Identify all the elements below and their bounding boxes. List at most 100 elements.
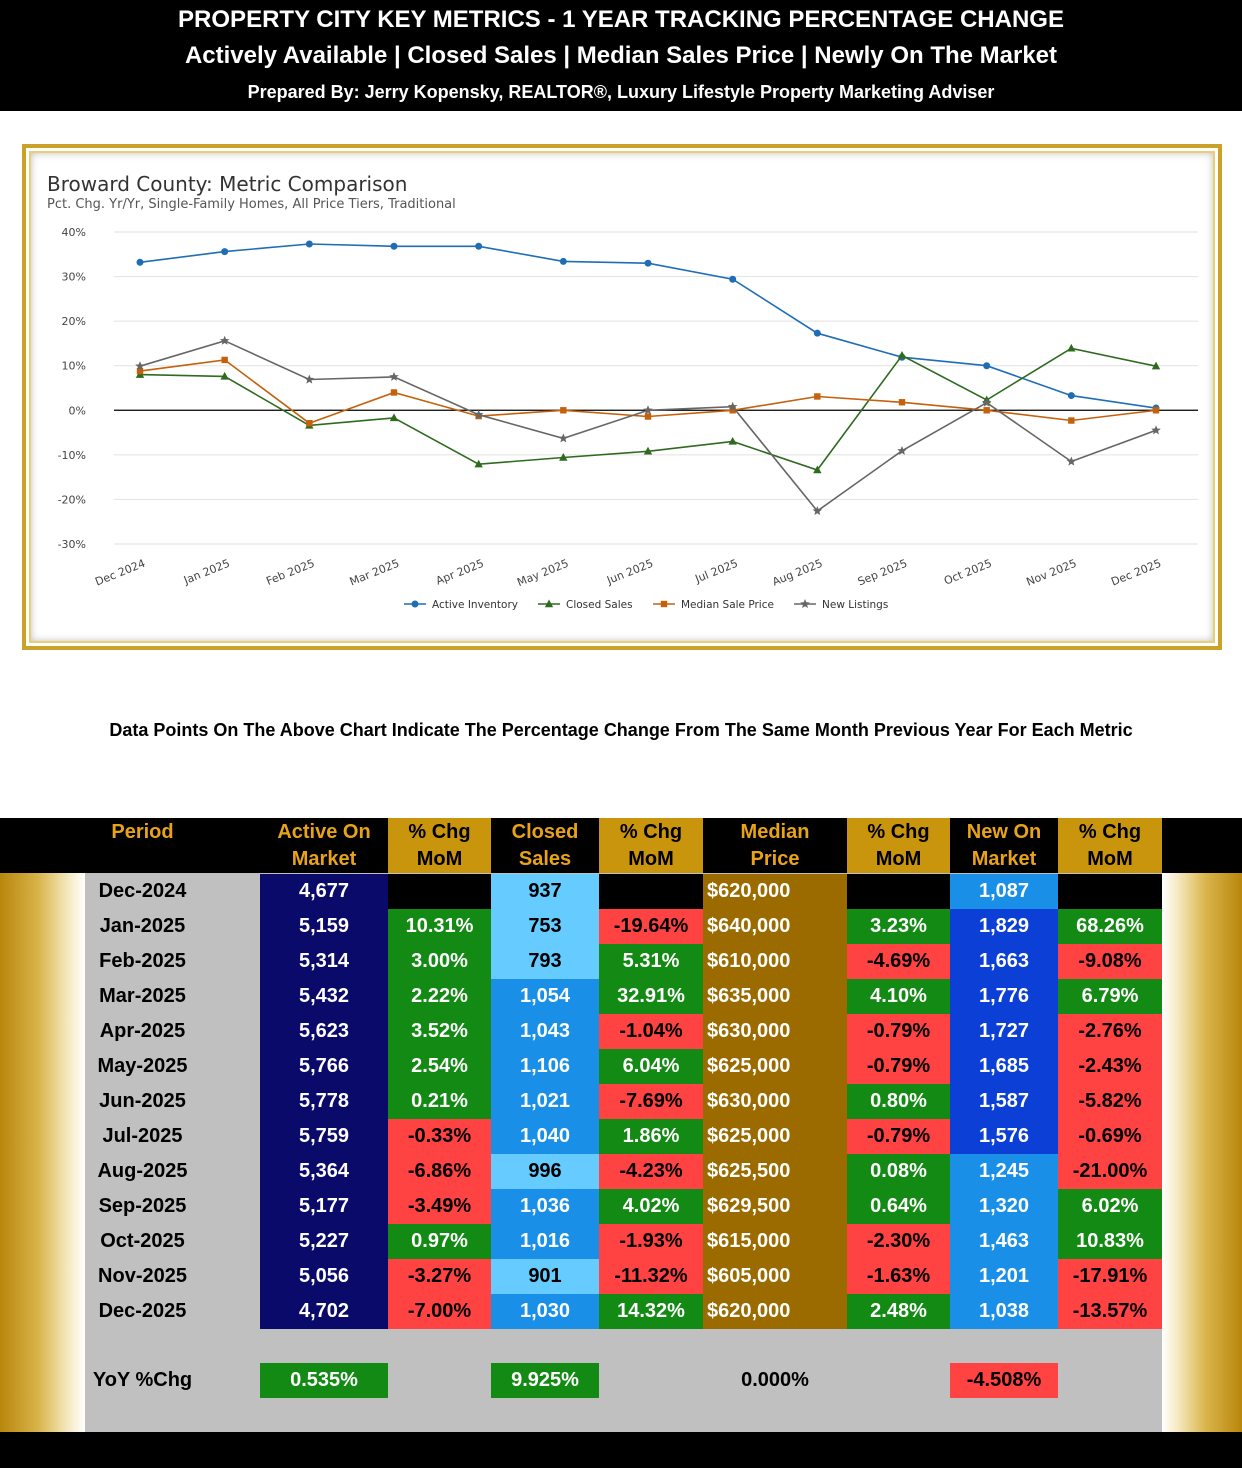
median-price-cell: $625,500 (703, 1154, 847, 1189)
new-chg-cell (1058, 874, 1162, 909)
x-tick-label: May 2025 (515, 557, 570, 589)
period-cell: Dec-2025 (98, 1300, 187, 1322)
yoy-closed-cell: 9.925% (491, 1363, 599, 1398)
legend-item: Closed Sales (538, 599, 633, 611)
report-header: PROPERTY CITY KEY METRICS - 1 YEAR TRACK… (0, 0, 1242, 111)
period-cell: Oct-2025 (100, 1230, 185, 1252)
data-point (728, 436, 737, 445)
data-point (1151, 425, 1161, 435)
data-point (729, 407, 736, 414)
new-on-market-cell: 1,829 (950, 909, 1058, 944)
data-point (390, 242, 398, 250)
new-on-market-cell: 1,685 (950, 1049, 1058, 1084)
gold-side-right (1162, 873, 1242, 1432)
closed-chg-cell: 14.32% (599, 1294, 703, 1329)
new-chg-cell: -5.82% (1058, 1084, 1162, 1119)
new-on-market-cell: 1,663 (950, 944, 1058, 979)
column-header-line1: % Chg (619, 821, 683, 843)
column-header-line2: MoM (628, 848, 674, 870)
new-on-market-cell: 1,320 (950, 1189, 1058, 1224)
closed-chg-cell: -11.32% (599, 1259, 703, 1294)
legend-label: Median Sale Price (681, 599, 774, 611)
median-chg-cell: -4.69% (847, 944, 950, 979)
median-price-cell: $629,500 (703, 1189, 847, 1224)
period-cell: May-2025 (97, 1055, 188, 1077)
chart-frame-inner (29, 151, 1215, 643)
chart-frame: Broward County: Metric Comparison Pct. C… (22, 144, 1222, 650)
data-point (559, 257, 567, 265)
column-header-line2: Sales (518, 848, 572, 870)
new-chg-cell: -17.91% (1058, 1259, 1162, 1294)
column-header-line1: % Chg (1078, 821, 1142, 843)
median-chg-cell: -1.63% (847, 1259, 950, 1294)
new-chg-cell: 6.79% (1058, 979, 1162, 1014)
data-point (136, 258, 144, 266)
new-chg-cell: 10.83% (1058, 1224, 1162, 1259)
active-on-market-cell: 5,314 (260, 944, 388, 979)
legend-label: Closed Sales (566, 599, 633, 611)
data-point (558, 433, 569, 443)
legend-label: Active Inventory (432, 599, 518, 611)
column-header: % Chg MoM (599, 818, 703, 873)
closed-sales-cell: 1,036 (491, 1189, 599, 1224)
data-point (473, 409, 484, 419)
active-chg-cell: -6.86% (388, 1154, 491, 1189)
data-point (981, 397, 992, 407)
x-tick-label: Apr 2025 (434, 557, 486, 588)
median-chg-cell: -0.79% (847, 1119, 950, 1154)
data-point (305, 240, 313, 248)
active-on-market-cell: 5,778 (260, 1084, 388, 1119)
report-subtitle: Actively Available | Closed Sales | Medi… (184, 42, 1058, 69)
data-point (897, 350, 907, 359)
column-header-line1: % Chg (867, 821, 930, 843)
closed-sales-cell: 1,021 (491, 1084, 599, 1119)
metric-comparison-chart: Broward County: Metric Comparison Pct. C… (47, 172, 1198, 611)
column-header-line2: Market (291, 848, 357, 870)
column-header-line2: MoM (1087, 848, 1133, 870)
active-chg-cell: 10.31% (388, 909, 491, 944)
data-point (474, 459, 483, 468)
median-price-cell: $625,000 (703, 1049, 847, 1084)
data-point (1067, 343, 1076, 352)
closed-sales-cell: 1,016 (491, 1224, 599, 1259)
median-chg-cell: -2.30% (847, 1224, 950, 1259)
active-on-market-cell: 5,227 (260, 1224, 388, 1259)
x-tick-label: Sep 2025 (856, 557, 909, 589)
data-point (136, 367, 144, 375)
new-chg-cell: -13.57% (1058, 1294, 1162, 1329)
closed-chg-cell (599, 874, 703, 909)
y-tick-label: 0% (69, 404, 86, 417)
column-header: Period (0, 818, 285, 873)
median-chg-cell: 0.80% (847, 1084, 950, 1119)
closed-chg-cell: 5.31% (599, 944, 703, 979)
series-line (139, 339, 1157, 513)
median-price-cell: $625,000 (703, 1119, 847, 1154)
active-on-market-cell: 5,177 (260, 1189, 388, 1224)
column-header-line2: Market (971, 848, 1037, 870)
data-point (898, 399, 906, 406)
series-active-inventory (136, 240, 1160, 412)
new-on-market-cell: 1,245 (950, 1154, 1058, 1189)
new-chg-cell: -21.00% (1058, 1154, 1162, 1189)
median-chg-cell: 4.10% (847, 979, 950, 1014)
median-price-cell: $605,000 (703, 1259, 847, 1294)
new-chg-cell: 6.02% (1058, 1189, 1162, 1224)
closed-chg-cell: -19.64% (599, 909, 703, 944)
column-header: Active On Market (260, 818, 388, 873)
series-lines (135, 240, 1161, 516)
data-point (390, 389, 398, 396)
data-point (220, 371, 229, 380)
data-point (983, 362, 991, 370)
data-point (643, 446, 653, 455)
data-point (1152, 407, 1160, 414)
chart-note: Data Points On The Above Chart Indicate … (109, 720, 1133, 740)
active-on-market-cell: 5,766 (260, 1049, 388, 1084)
median-price-cell: $630,000 (703, 1014, 847, 1049)
x-tick-labels: Dec 2024 Jan 2025 Feb 2025 Mar 2025 Apr 2025… (93, 557, 1163, 589)
new-on-market-cell: 1,201 (950, 1259, 1058, 1294)
data-point (660, 600, 668, 608)
data-point (221, 248, 229, 256)
closed-chg-cell: -1.04% (599, 1014, 703, 1049)
active-on-market-cell: 5,056 (260, 1259, 388, 1294)
closed-chg-cell: 32.91% (599, 979, 703, 1014)
